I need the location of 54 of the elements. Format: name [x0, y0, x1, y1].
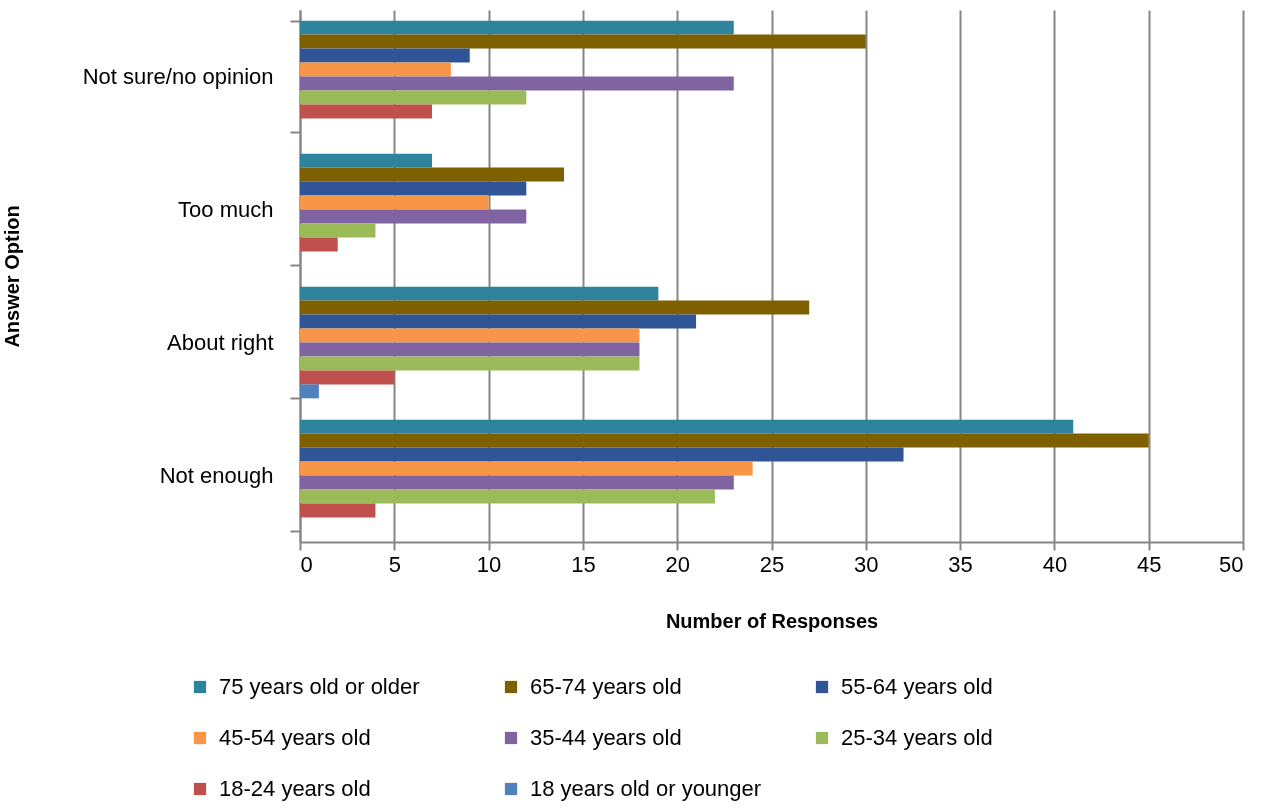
bar: [300, 237, 338, 252]
x-tick-label: 10: [476, 551, 502, 577]
bar: [300, 104, 433, 119]
y-tick-label: About right: [167, 330, 274, 355]
legend-label: 35-44 years old: [530, 725, 682, 750]
bar: [300, 433, 1149, 448]
x-tick-label: 15: [571, 551, 596, 577]
bar: [300, 181, 527, 196]
bar: [300, 153, 433, 168]
bar: [300, 195, 489, 210]
bar: [300, 209, 527, 224]
legend-label: 75 years old or older: [219, 674, 420, 699]
x-axis-title: Number of Responses: [665, 609, 879, 632]
x-tick-label: 40: [1042, 551, 1068, 577]
bar: [300, 48, 470, 63]
x-tick-label: 5: [388, 551, 401, 577]
legend-label: 65-74 years old: [530, 674, 682, 699]
legend-label: 55-64 years old: [841, 674, 993, 699]
bar: [300, 34, 866, 49]
bar: [300, 384, 319, 399]
y-tick-label: Too much: [178, 197, 274, 222]
bar: [300, 20, 734, 35]
bar: [300, 223, 376, 238]
x-tick-label: 25: [759, 551, 785, 577]
x-tick-label: 30: [854, 551, 879, 577]
legend-label: 18-24 years old: [219, 776, 371, 801]
bar: [300, 167, 565, 182]
bar: [300, 419, 1074, 434]
legend-label: 45-54 years old: [219, 725, 371, 750]
bar: [300, 300, 810, 315]
x-tick-label: 0: [300, 551, 313, 577]
bar: [300, 447, 904, 462]
y-axis-title: Answer Option: [0, 205, 23, 348]
bar: [300, 328, 640, 343]
x-tick-label: 45: [1136, 551, 1162, 577]
bar: [300, 90, 527, 105]
bar: [300, 342, 640, 357]
bar: [300, 62, 451, 77]
legend-label: 18 years old or younger: [530, 776, 762, 801]
bar: [300, 314, 697, 329]
bar: [300, 461, 753, 476]
bar: [300, 356, 640, 371]
bar: [300, 475, 734, 490]
legend-label: 25-34 years old: [841, 725, 993, 750]
bar: [300, 370, 395, 385]
bar: [300, 286, 659, 301]
bar: [300, 503, 376, 518]
bar: [300, 76, 734, 91]
bar: [300, 489, 715, 504]
x-tick-label: 50: [1219, 551, 1244, 577]
y-tick-label: Not enough: [159, 463, 274, 488]
x-tick-label: 35: [948, 551, 973, 577]
x-tick-label: 20: [665, 551, 690, 577]
y-tick-label: Not sure/no opinion: [82, 64, 274, 89]
